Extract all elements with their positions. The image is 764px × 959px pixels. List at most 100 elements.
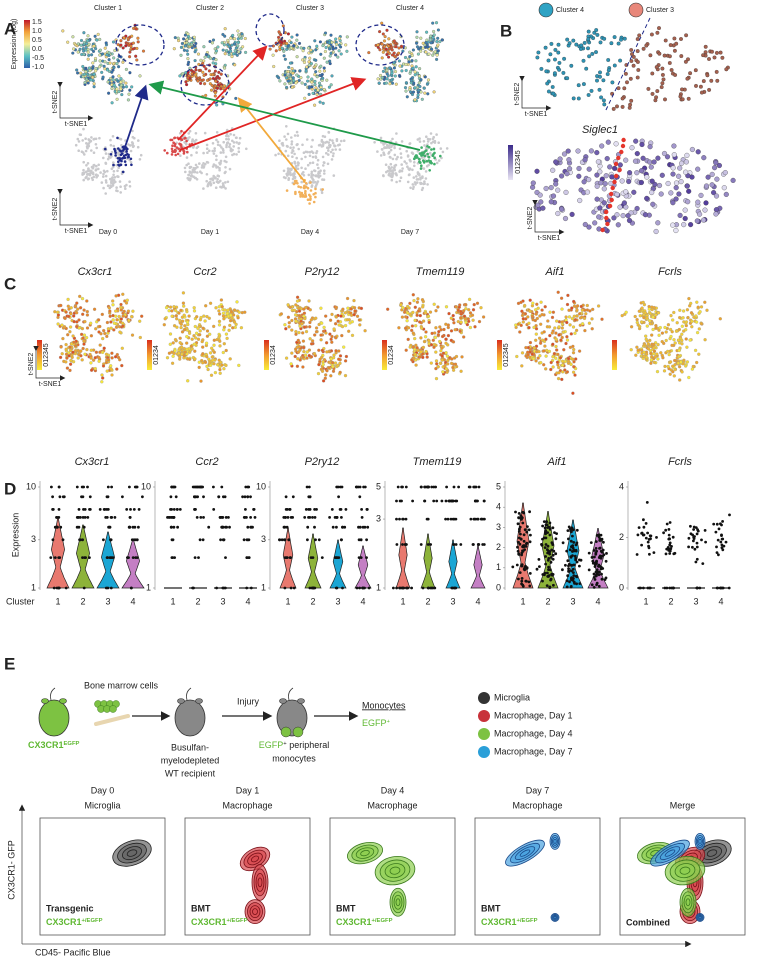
point: [574, 558, 577, 562]
cell-dot: [584, 66, 589, 71]
cell-dot: [537, 336, 542, 340]
cell-dot: [693, 348, 698, 353]
point: [110, 516, 114, 519]
cell-dot: [277, 152, 280, 156]
colorbar: [264, 340, 269, 370]
cell-dot: [289, 173, 292, 177]
cell-dot: [688, 222, 694, 228]
cell-dot: [540, 338, 545, 342]
cell-dot: [295, 364, 300, 368]
cell-dot: [223, 52, 227, 56]
cell-dot: [231, 313, 236, 317]
cell-dot: [617, 167, 622, 173]
cell-dot: [376, 77, 380, 81]
cell-dot: [530, 184, 536, 190]
cell-dot: [458, 329, 462, 333]
cell-dot: [296, 338, 300, 343]
point: [170, 556, 174, 559]
cell-dot: [566, 157, 572, 163]
cell-dot: [464, 307, 468, 311]
point: [314, 538, 317, 542]
violin: [562, 519, 584, 589]
point: [175, 508, 179, 511]
point: [554, 552, 558, 556]
point: [50, 485, 53, 489]
violin: [304, 533, 322, 589]
cell-dot: [239, 36, 243, 40]
cell-dot: [557, 156, 563, 162]
point: [127, 556, 130, 559]
highlight-circle: [255, 13, 285, 47]
point: [247, 485, 251, 489]
point: [541, 579, 544, 583]
cell-dot: [536, 356, 540, 360]
cell-dot: [419, 167, 423, 170]
cell-dot: [89, 334, 94, 338]
cell-dot: [629, 325, 634, 329]
cell-dot: [115, 367, 119, 371]
cell-dot: [186, 357, 190, 361]
cell-dot: [178, 132, 182, 135]
cell-dot: [667, 61, 672, 65]
cell-dot: [673, 367, 677, 372]
cell-dot: [102, 156, 105, 160]
cell-dot: [679, 160, 685, 166]
cell-dot: [82, 342, 86, 346]
cell-dot: [88, 352, 92, 357]
cell-dot: [395, 180, 398, 184]
point: [224, 556, 227, 559]
point: [249, 586, 253, 590]
cell-dot: [170, 153, 174, 156]
point: [520, 579, 524, 583]
point: [452, 517, 456, 521]
cell-dot: [303, 186, 306, 190]
cell-dot: [415, 71, 420, 75]
cell-dot: [240, 32, 244, 36]
cell-dot: [89, 356, 93, 360]
point: [550, 541, 554, 545]
point: [528, 510, 531, 514]
point: [102, 538, 105, 542]
point: [170, 538, 174, 542]
cell-dot: [236, 37, 240, 41]
point: [106, 495, 110, 499]
cell-dot: [101, 364, 106, 368]
cell-dot: [113, 147, 116, 151]
cell-dot: [216, 363, 220, 367]
cell-dot: [98, 350, 102, 354]
cell-dot: [211, 73, 215, 77]
cell-dot: [199, 379, 203, 383]
cell-dot: [456, 308, 460, 312]
cell-dot: [540, 308, 544, 312]
cell-dot: [178, 74, 182, 78]
cell-dot: [109, 364, 113, 368]
cell-dot: [205, 143, 209, 147]
cell-dot: [638, 179, 644, 186]
cell-dot: [317, 348, 321, 352]
cell-dot: [647, 159, 653, 165]
cell-dot: [97, 356, 101, 360]
cell-dot: [232, 152, 236, 156]
cell-dot: [75, 68, 79, 72]
cell-dot: [432, 29, 436, 34]
cell-dot: [677, 212, 683, 218]
cell-dot: [92, 163, 96, 167]
cell-dot: [330, 158, 334, 161]
cell-dot: [380, 76, 384, 80]
cell-dot: [237, 310, 241, 314]
cell-dot: [426, 145, 429, 148]
cell-dot: [69, 342, 74, 346]
cell-dot: [678, 378, 682, 382]
cell-dot: [531, 301, 535, 305]
cell-dot: [429, 343, 434, 347]
cell-dot: [681, 362, 685, 366]
point: [547, 557, 551, 560]
point: [125, 508, 129, 511]
cell-dot: [84, 137, 87, 140]
cell-dot: [638, 314, 642, 318]
cell-dot: [379, 154, 383, 157]
cell-dot: [107, 51, 111, 55]
cell-dot: [313, 103, 317, 107]
cell-dot: [122, 154, 126, 158]
cell-dot: [173, 142, 177, 146]
